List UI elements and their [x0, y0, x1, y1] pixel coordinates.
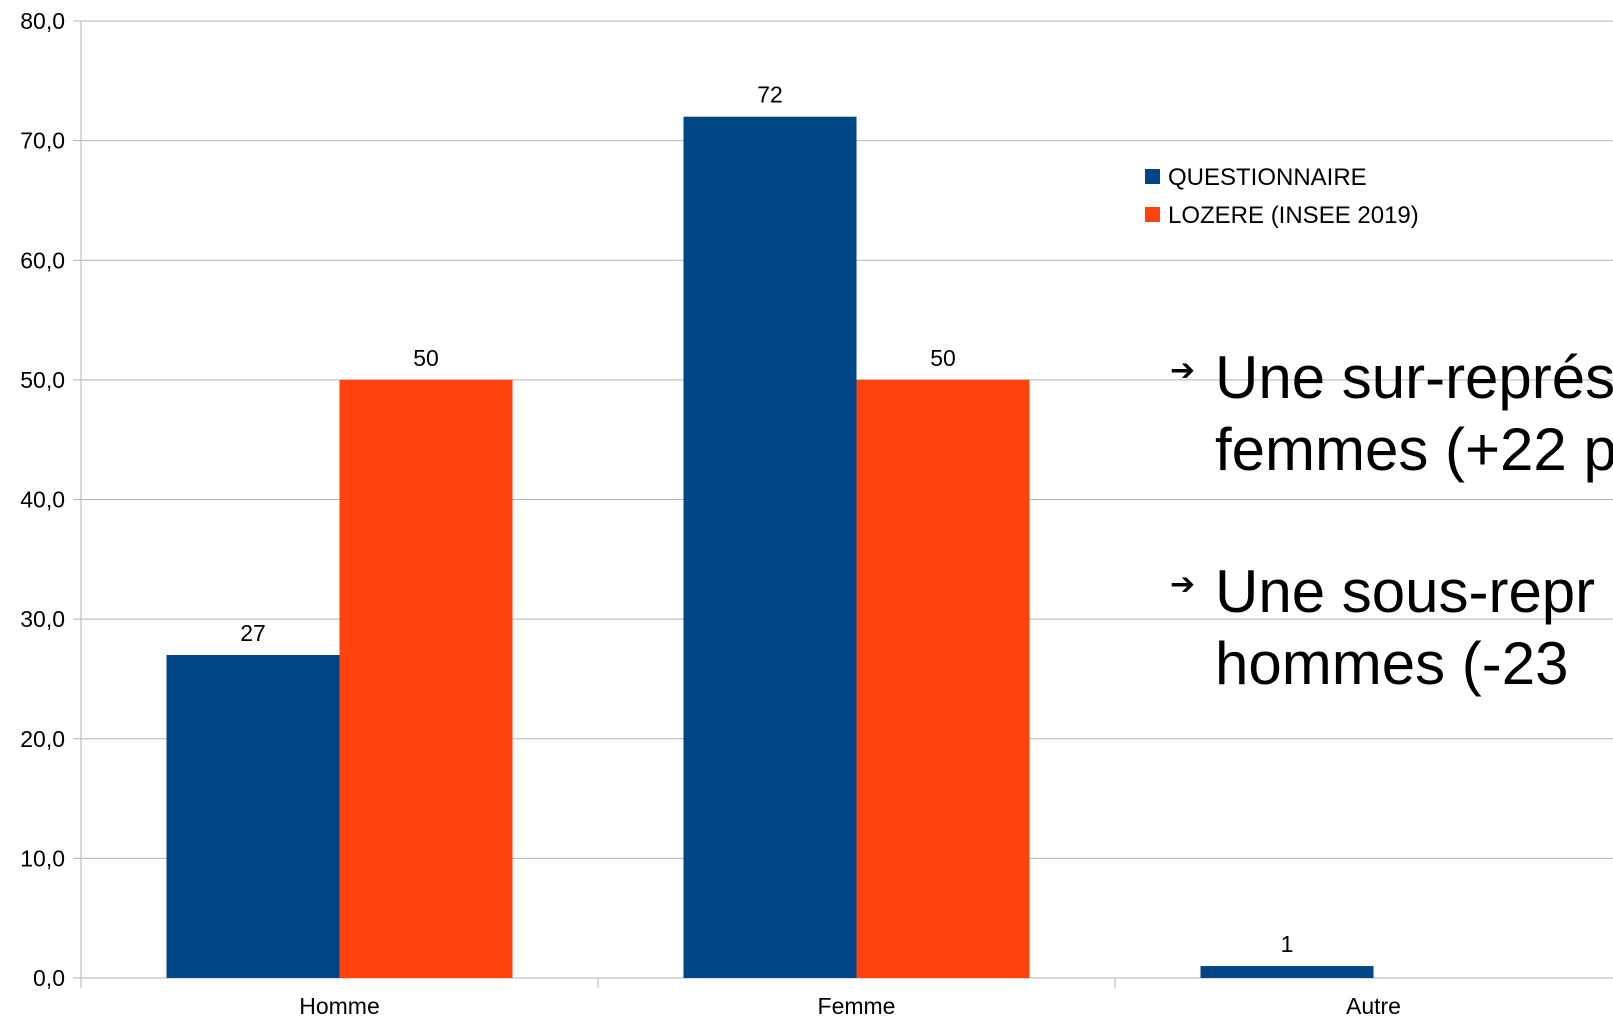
bar [1201, 966, 1374, 978]
arrow-icon: ➔ [1170, 353, 1195, 388]
bar [167, 655, 340, 978]
bars [167, 117, 1374, 978]
note-1-line-1: Une sur-représ [1215, 344, 1613, 411]
legend-swatch-lozere [1145, 207, 1160, 222]
legend: QUESTIONNAIRE LOZERE (INSEE 2019) [1145, 164, 1419, 229]
legend-label-lozere: LOZERE (INSEE 2019) [1168, 202, 1419, 229]
annotation-notes: ➔ Une sur-représ femmes (+22 p ➔ Une sou… [1170, 344, 1613, 697]
y-tick-label: 20,0 [20, 726, 65, 752]
y-tick-label: 30,0 [20, 606, 65, 632]
x-tick-label: Femme [818, 993, 896, 1019]
y-tick-label: 10,0 [20, 845, 65, 871]
data-label: 72 [757, 82, 783, 108]
bar [684, 117, 857, 978]
x-tick-label: Homme [299, 993, 380, 1019]
bar [340, 380, 513, 978]
y-tick-label: 40,0 [20, 487, 65, 513]
arrow-icon: ➔ [1170, 567, 1195, 602]
y-tick-label: 0,0 [33, 965, 65, 991]
note-2-line-2: hommes (-23 [1215, 630, 1568, 697]
data-label: 1 [1281, 931, 1294, 957]
x-tick-label: Autre [1346, 993, 1401, 1019]
bar [857, 380, 1030, 978]
legend-swatch-questionnaire [1145, 169, 1160, 184]
y-tick-label: 50,0 [20, 367, 65, 393]
y-tick-label: 80,0 [20, 8, 65, 34]
note-1-line-2: femmes (+22 p [1215, 416, 1613, 483]
data-label: 50 [413, 345, 439, 371]
note-2-line-1: Une sous-repr [1215, 558, 1595, 625]
data-label: 27 [240, 620, 266, 646]
legend-label-questionnaire: QUESTIONNAIRE [1168, 164, 1367, 191]
data-label: 50 [930, 345, 956, 371]
y-tick-label: 60,0 [20, 247, 65, 273]
y-tick-label: 70,0 [20, 128, 65, 154]
